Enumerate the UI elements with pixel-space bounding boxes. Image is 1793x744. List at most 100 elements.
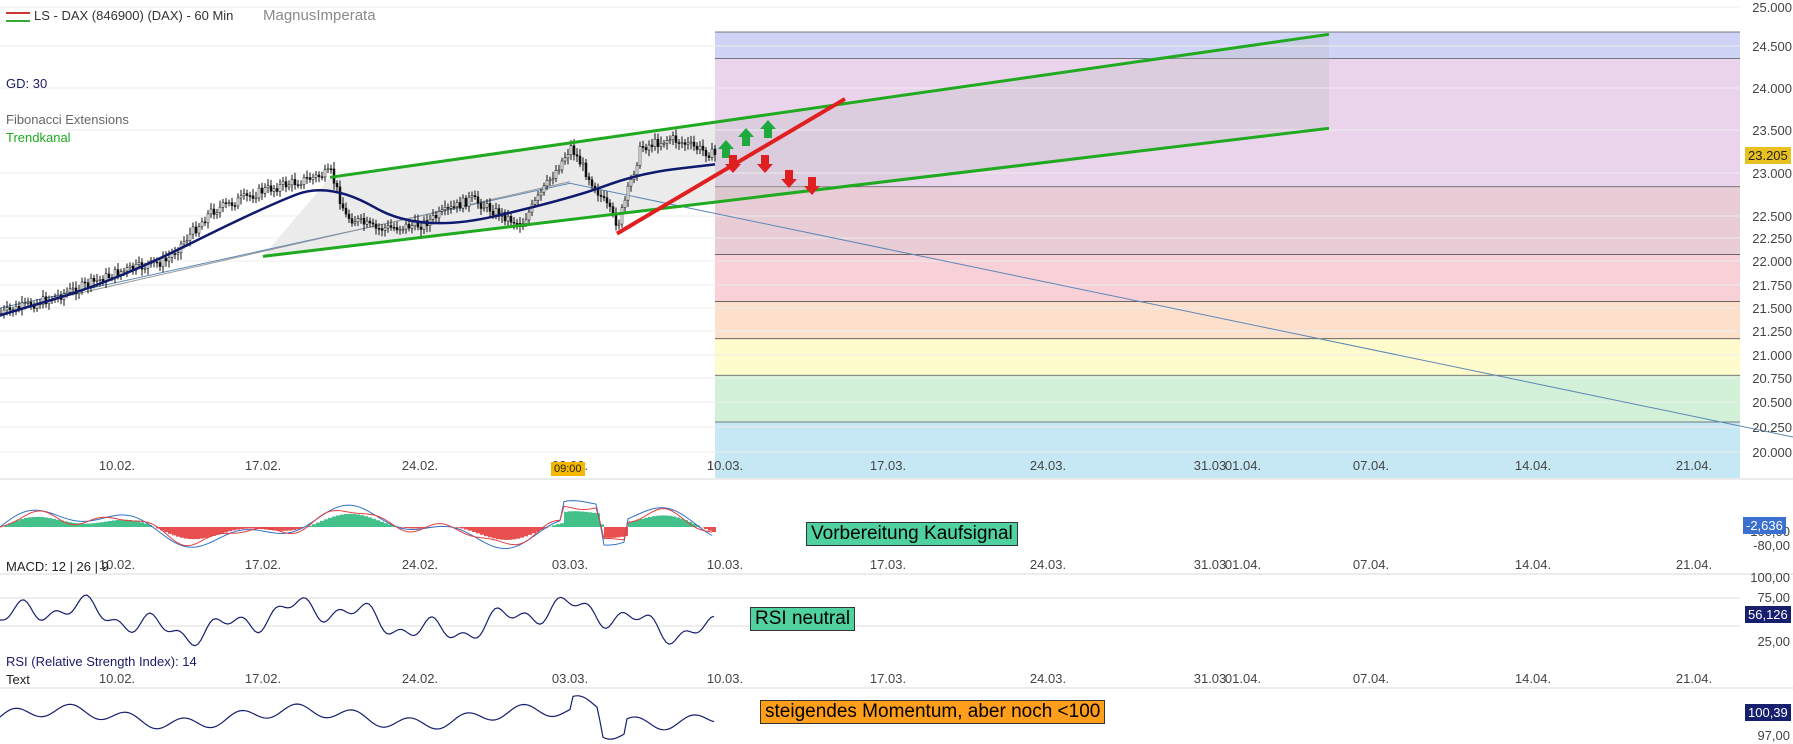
candle-body	[269, 185, 273, 192]
x-axis-tick-label: 01.04.	[1225, 458, 1261, 473]
candle-body	[440, 209, 444, 212]
candle-body	[482, 206, 486, 209]
macd-histogram-bar	[48, 518, 52, 527]
candle-body	[68, 288, 72, 293]
candle-body	[503, 212, 507, 222]
candle-body	[200, 221, 204, 227]
macd-histogram-bar	[468, 527, 472, 531]
macd-histogram-bar	[216, 527, 220, 535]
candle-body	[5, 307, 9, 311]
buy-arrow-icon	[738, 128, 754, 146]
candle-body	[557, 169, 561, 172]
macd-histogram-bar	[316, 522, 320, 527]
macd-histogram-bar	[112, 520, 116, 527]
x-axis-tick-label: 10.03.	[707, 458, 743, 473]
candle-body	[317, 174, 321, 178]
candle-body	[434, 215, 438, 219]
y-axis-tick-label: 21.750	[1752, 278, 1792, 293]
macd-histogram-bar	[420, 527, 424, 529]
regression-line	[54, 181, 571, 300]
macd-histogram-bar	[128, 519, 132, 527]
candle-body	[350, 218, 354, 224]
macd-histogram-bar	[168, 527, 172, 534]
candle-body	[674, 135, 678, 143]
macd-histogram-bar	[116, 520, 120, 527]
fibonacci-zone	[715, 254, 1740, 302]
macd-histogram-bar	[224, 527, 228, 533]
candle-body	[446, 207, 450, 209]
macd-histogram-bar	[40, 517, 44, 527]
candle-body	[161, 257, 165, 267]
macd-histogram-bar	[196, 527, 200, 540]
candle-body	[275, 188, 279, 192]
candle-body	[182, 241, 186, 245]
candle-body	[533, 200, 537, 205]
macd-histogram-bar	[656, 515, 660, 527]
macd-value-tag: -2,636	[1743, 517, 1786, 534]
candle-body	[680, 142, 684, 144]
candle-body	[41, 296, 45, 305]
macd-histogram-bar	[484, 527, 488, 537]
candle-body	[368, 220, 372, 224]
macd-histogram-bar	[180, 527, 184, 538]
candle-body	[548, 179, 552, 182]
candle-body	[173, 253, 177, 255]
macd-histogram-bar	[388, 524, 392, 527]
candle-body	[698, 145, 702, 150]
macd-histogram-bar	[708, 527, 712, 531]
candle-body	[248, 195, 252, 197]
buy-arrow-icon	[718, 140, 734, 158]
x-axis-tick-label: 10.02.	[99, 671, 135, 686]
y-axis-tick-label: 21.000	[1752, 348, 1792, 363]
macd-label[interactable]: MACD: 12 | 26 | 9	[6, 559, 109, 574]
legend-fibonacci[interactable]: Fibonacci Extensions	[6, 112, 129, 127]
candle-body	[320, 176, 324, 179]
candle-body	[203, 221, 207, 224]
candle-body	[83, 281, 87, 284]
x-axis-tick-label: 24.03.	[1030, 458, 1066, 473]
macd-histogram-bar	[16, 520, 20, 527]
candle-body	[287, 184, 291, 188]
candle-body	[455, 202, 459, 207]
macd-histogram-bar	[368, 517, 372, 527]
candle-body	[665, 140, 669, 144]
candle-body	[158, 262, 162, 267]
candle-body	[653, 138, 657, 147]
candle-body	[278, 184, 282, 192]
candle-body	[590, 179, 594, 187]
macd-histogram-bar	[272, 527, 276, 531]
candle-body	[302, 177, 306, 185]
candle-body	[389, 225, 393, 228]
candle-body	[686, 142, 690, 145]
macd-histogram-bar	[524, 527, 528, 537]
macd-histogram-bar	[252, 527, 256, 529]
macd-histogram-bar	[552, 525, 556, 527]
macd-histogram-bar	[308, 525, 312, 527]
macd-histogram-bar	[276, 527, 280, 531]
macd-histogram-bar	[620, 527, 624, 537]
legend-sma[interactable]: GD: 30	[6, 76, 48, 91]
macd-histogram-bar	[4, 525, 8, 527]
candle-body	[290, 179, 294, 186]
candle-body	[422, 220, 426, 230]
candle-body	[611, 206, 615, 213]
candle-body	[209, 208, 213, 215]
macd-histogram-bar	[184, 527, 188, 539]
sma-30-line	[0, 163, 716, 317]
macd-histogram-bar	[220, 527, 224, 534]
candle-body	[707, 155, 711, 158]
legend-trend-channel[interactable]: Trendkanal	[6, 130, 71, 145]
candle-body	[377, 228, 381, 230]
candle-body	[194, 226, 198, 234]
candle-body	[98, 279, 102, 281]
candle-body	[155, 261, 159, 264]
rsi-label[interactable]: RSI (Relative Strength Index): 14	[6, 654, 197, 669]
macd-histogram-bar	[612, 527, 616, 538]
x-axis-tick-label: 01.04.	[1225, 671, 1261, 686]
candle-body	[509, 215, 513, 223]
y-axis-tick-label: 20.250	[1752, 420, 1792, 435]
text-indicator-label[interactable]: Text	[6, 672, 30, 687]
candle-body	[281, 181, 285, 185]
candle-body	[671, 135, 675, 140]
candle-body	[419, 226, 423, 230]
